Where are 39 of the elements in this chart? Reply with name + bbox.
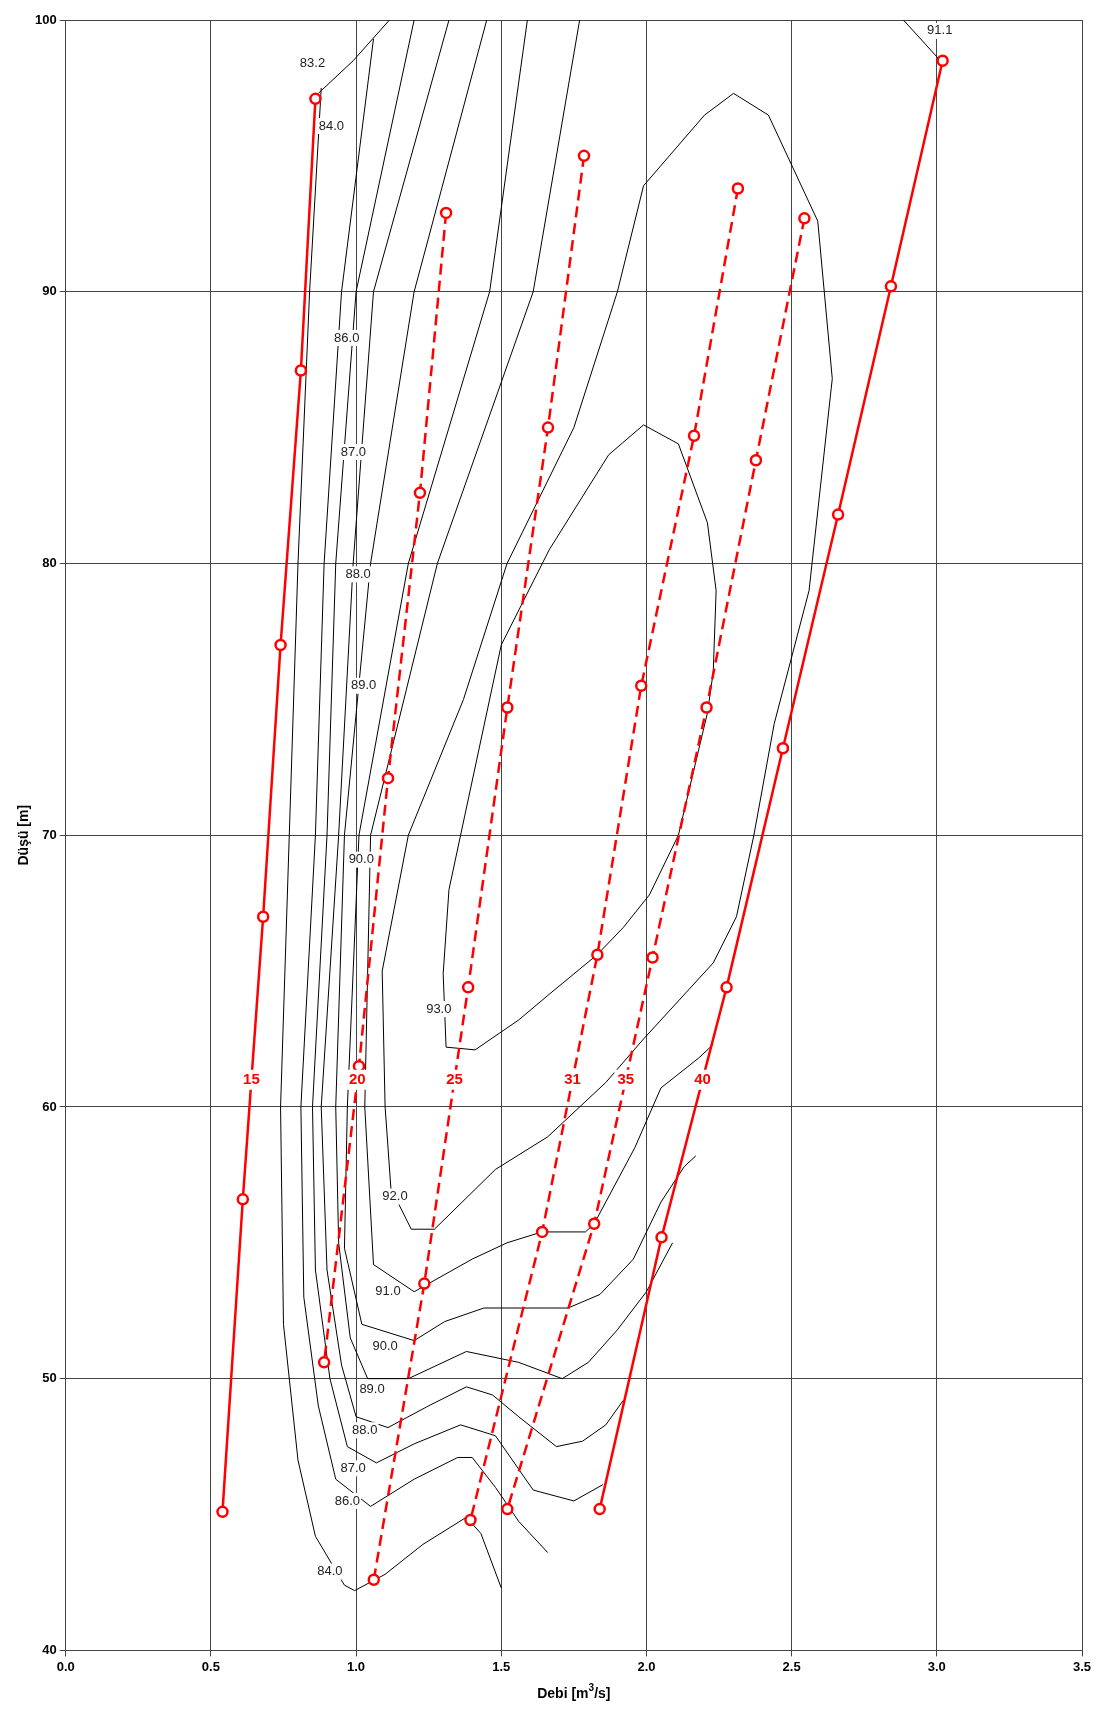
annotation: 83.2 xyxy=(299,55,326,71)
y-tick-label: 80 xyxy=(42,555,57,571)
x-tick-label: 0.5 xyxy=(201,1658,220,1674)
annotation: 92.0 xyxy=(382,1188,408,1204)
annotation: 91.1 xyxy=(927,22,953,38)
y-tick-label: 70 xyxy=(42,826,57,842)
y-tick-label: 90 xyxy=(42,283,57,299)
series-label: 15 xyxy=(243,1069,260,1087)
series-label: 25 xyxy=(446,1069,463,1087)
x-tick-label: 1.0 xyxy=(347,1658,366,1674)
x-tick-label: 2.0 xyxy=(637,1658,656,1674)
annotation: 88.0 xyxy=(352,1421,378,1437)
series-label: 20 xyxy=(349,1069,366,1087)
annotation: 89.0 xyxy=(359,1381,385,1397)
y-axis-title: Düşü [m] xyxy=(14,804,31,866)
y-tick-label: 40 xyxy=(42,1641,57,1657)
y-tick-label: 60 xyxy=(42,1098,57,1114)
annotation: 89.0 xyxy=(350,677,377,693)
annotation: 88.0 xyxy=(345,565,371,581)
series-label: 35 xyxy=(617,1069,635,1087)
x-tick-label: 2.5 xyxy=(782,1658,801,1674)
x-tick-label: 3.0 xyxy=(927,1658,946,1674)
annotation: 87.0 xyxy=(340,443,367,459)
annotation: 93.0 xyxy=(426,1000,452,1016)
x-tick-label: 0.0 xyxy=(56,1658,75,1674)
annotation: 84.0 xyxy=(317,1563,343,1579)
annotation: 90.0 xyxy=(348,851,374,867)
x-tick-label: 1.5 xyxy=(492,1658,511,1674)
annotation: 86.0 xyxy=(334,329,360,345)
y-tick-label: 100 xyxy=(34,11,57,27)
annotation: 87.0 xyxy=(340,1459,366,1475)
annotation: 91.0 xyxy=(375,1283,401,1299)
annotation: 84.0 xyxy=(318,117,345,133)
x-tick-label: 3.5 xyxy=(1072,1658,1092,1674)
series-label: 40 xyxy=(694,1069,711,1087)
series-label: 31 xyxy=(564,1069,581,1087)
y-tick-label: 50 xyxy=(42,1370,57,1386)
annotation: 86.0 xyxy=(334,1492,361,1508)
annotation: 90.0 xyxy=(372,1337,398,1353)
